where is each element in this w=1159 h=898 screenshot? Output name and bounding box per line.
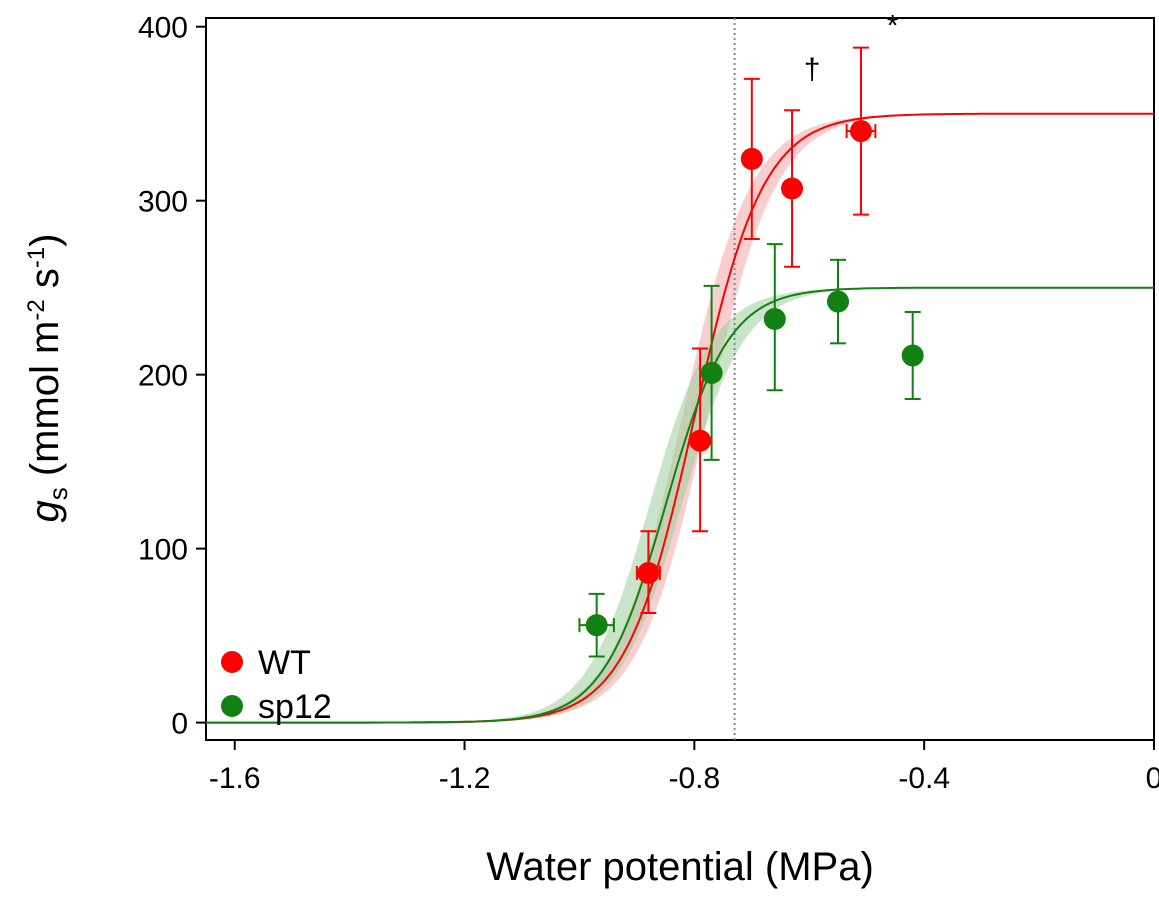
confidence-bands	[206, 113, 1154, 723]
data-point	[700, 361, 723, 384]
y-tick-label: 0	[171, 708, 188, 741]
fit-curves	[206, 112, 1154, 724]
plot-frame	[205, 17, 1155, 741]
x-tick-label: -0.8	[669, 762, 721, 795]
y-axis-exponent-1: -2	[23, 299, 50, 320]
data-point	[585, 614, 608, 637]
annotations: †*	[804, 9, 899, 85]
y-axis-exponent-2: -1	[23, 247, 50, 268]
significance-marker: *	[887, 9, 899, 42]
legend-marker	[221, 651, 243, 673]
y-tick-label: 200	[138, 360, 188, 393]
fit-curve	[206, 286, 1154, 724]
y-axis: 0 100 200 300 400	[138, 12, 206, 741]
error-bars	[578, 46, 921, 658]
y-axis-title: gs (mmol m-2 s-1)	[23, 233, 73, 522]
y-axis-symbol-subscript: s	[43, 487, 73, 500]
data-point	[849, 120, 872, 143]
legend-label: sp12	[258, 688, 332, 726]
y-axis-unit-open: (mmol m	[23, 321, 67, 488]
data-point	[901, 344, 924, 367]
x-tick-label: -1.6	[209, 762, 261, 795]
y-tick-label: 400	[138, 12, 188, 45]
data-point	[781, 177, 804, 200]
x-tick-label: -0.4	[898, 762, 950, 795]
x-axis: -1.6 -1.2 -0.8 -0.4 0	[209, 740, 1159, 795]
x-tick-label: -1.2	[439, 762, 491, 795]
legend-label: WT	[258, 644, 311, 682]
data-point	[763, 307, 786, 330]
data-point	[740, 147, 763, 170]
y-tick-label: 300	[138, 186, 188, 219]
y-axis-unit-close: )	[23, 233, 67, 246]
x-tick-label: 0	[1146, 762, 1159, 795]
legend: WT sp12	[221, 644, 332, 726]
data-points	[585, 120, 924, 637]
legend-marker	[221, 695, 243, 717]
data-point	[637, 561, 660, 584]
y-tick-label: 100	[138, 534, 188, 567]
x-axis-title: Water potential (MPa)	[486, 845, 874, 889]
y-axis-unit-mid: s	[23, 268, 67, 299]
significance-marker: †	[804, 53, 821, 86]
confidence-band	[206, 287, 1154, 723]
y-axis-symbol: g	[23, 500, 67, 522]
data-point	[827, 290, 849, 313]
data-point	[689, 429, 712, 452]
